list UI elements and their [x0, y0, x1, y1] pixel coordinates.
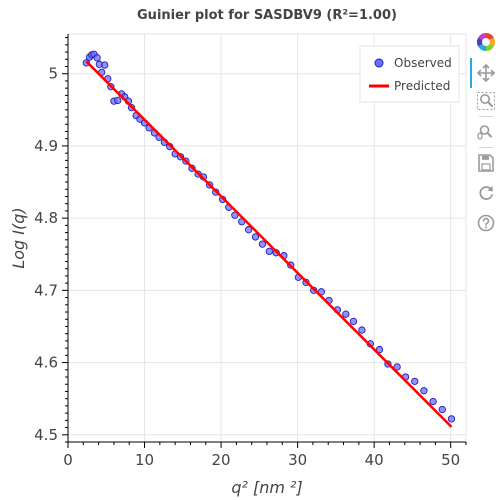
x-tick-label: 40	[365, 451, 384, 469]
legend: Observed Predicted	[359, 45, 460, 103]
observed-point	[244, 226, 253, 234]
observed-point	[93, 54, 101, 62]
y-tick-label: 5	[48, 65, 58, 83]
observed-point	[411, 377, 419, 385]
x-tick-label: 20	[212, 451, 231, 469]
y-tick-label: 4.8	[34, 209, 58, 227]
observed-point	[429, 397, 437, 406]
pan-active-indicator	[470, 58, 472, 88]
observed-point	[258, 240, 267, 248]
x-tick-label: 0	[63, 451, 73, 469]
help-icon[interactable]	[476, 213, 496, 233]
observed-point	[101, 61, 109, 69]
observed-point	[114, 96, 122, 105]
legend-box	[359, 45, 460, 103]
x-tick-label: 50	[441, 451, 460, 469]
y-tick-label: 4.6	[34, 354, 58, 372]
y-tick-label: 4.7	[34, 281, 58, 299]
x-axis: 0 10 20 30 40 50	[63, 441, 467, 469]
observed-point	[447, 415, 456, 423]
save-icon[interactable]	[476, 153, 496, 173]
chart-title: Guinier plot for SASDBV9 (R²=1.00)	[137, 8, 397, 23]
observed-point	[251, 233, 260, 241]
y-tick-label: 4.5	[34, 426, 58, 444]
x-tick-label: 30	[288, 451, 307, 469]
x-axis-label: q² [nm ²]	[231, 478, 302, 497]
toolbar-divider	[479, 116, 493, 117]
predicted-line	[85, 60, 453, 428]
legend-observed-marker	[374, 58, 384, 68]
observed-point	[358, 326, 366, 334]
bokeh-logo-icon[interactable]	[476, 32, 496, 52]
reset-icon[interactable]	[476, 183, 496, 203]
wheel-zoom-icon[interactable]	[476, 122, 496, 142]
y-tick-label: 4.9	[34, 137, 58, 155]
observed-point	[420, 387, 428, 395]
observed-point	[349, 317, 358, 326]
y-axis: 4.5 4.6 4.7 4.8 4.9 5	[34, 34, 69, 444]
observed-point	[393, 363, 401, 371]
observed-point	[231, 211, 239, 219]
x-tick-label: 10	[135, 451, 154, 469]
toolbar-divider	[479, 147, 493, 148]
y-axis-label: Log I(q)	[9, 207, 28, 268]
legend-predicted-label: Predicted	[394, 79, 450, 93]
pan-icon[interactable]	[476, 63, 496, 83]
observed-point	[375, 345, 384, 354]
observed-point	[265, 247, 273, 256]
legend-observed-label: Observed	[394, 56, 452, 70]
observed-point	[342, 310, 350, 318]
observed-point	[438, 405, 446, 414]
box-zoom-icon[interactable]	[476, 91, 496, 111]
